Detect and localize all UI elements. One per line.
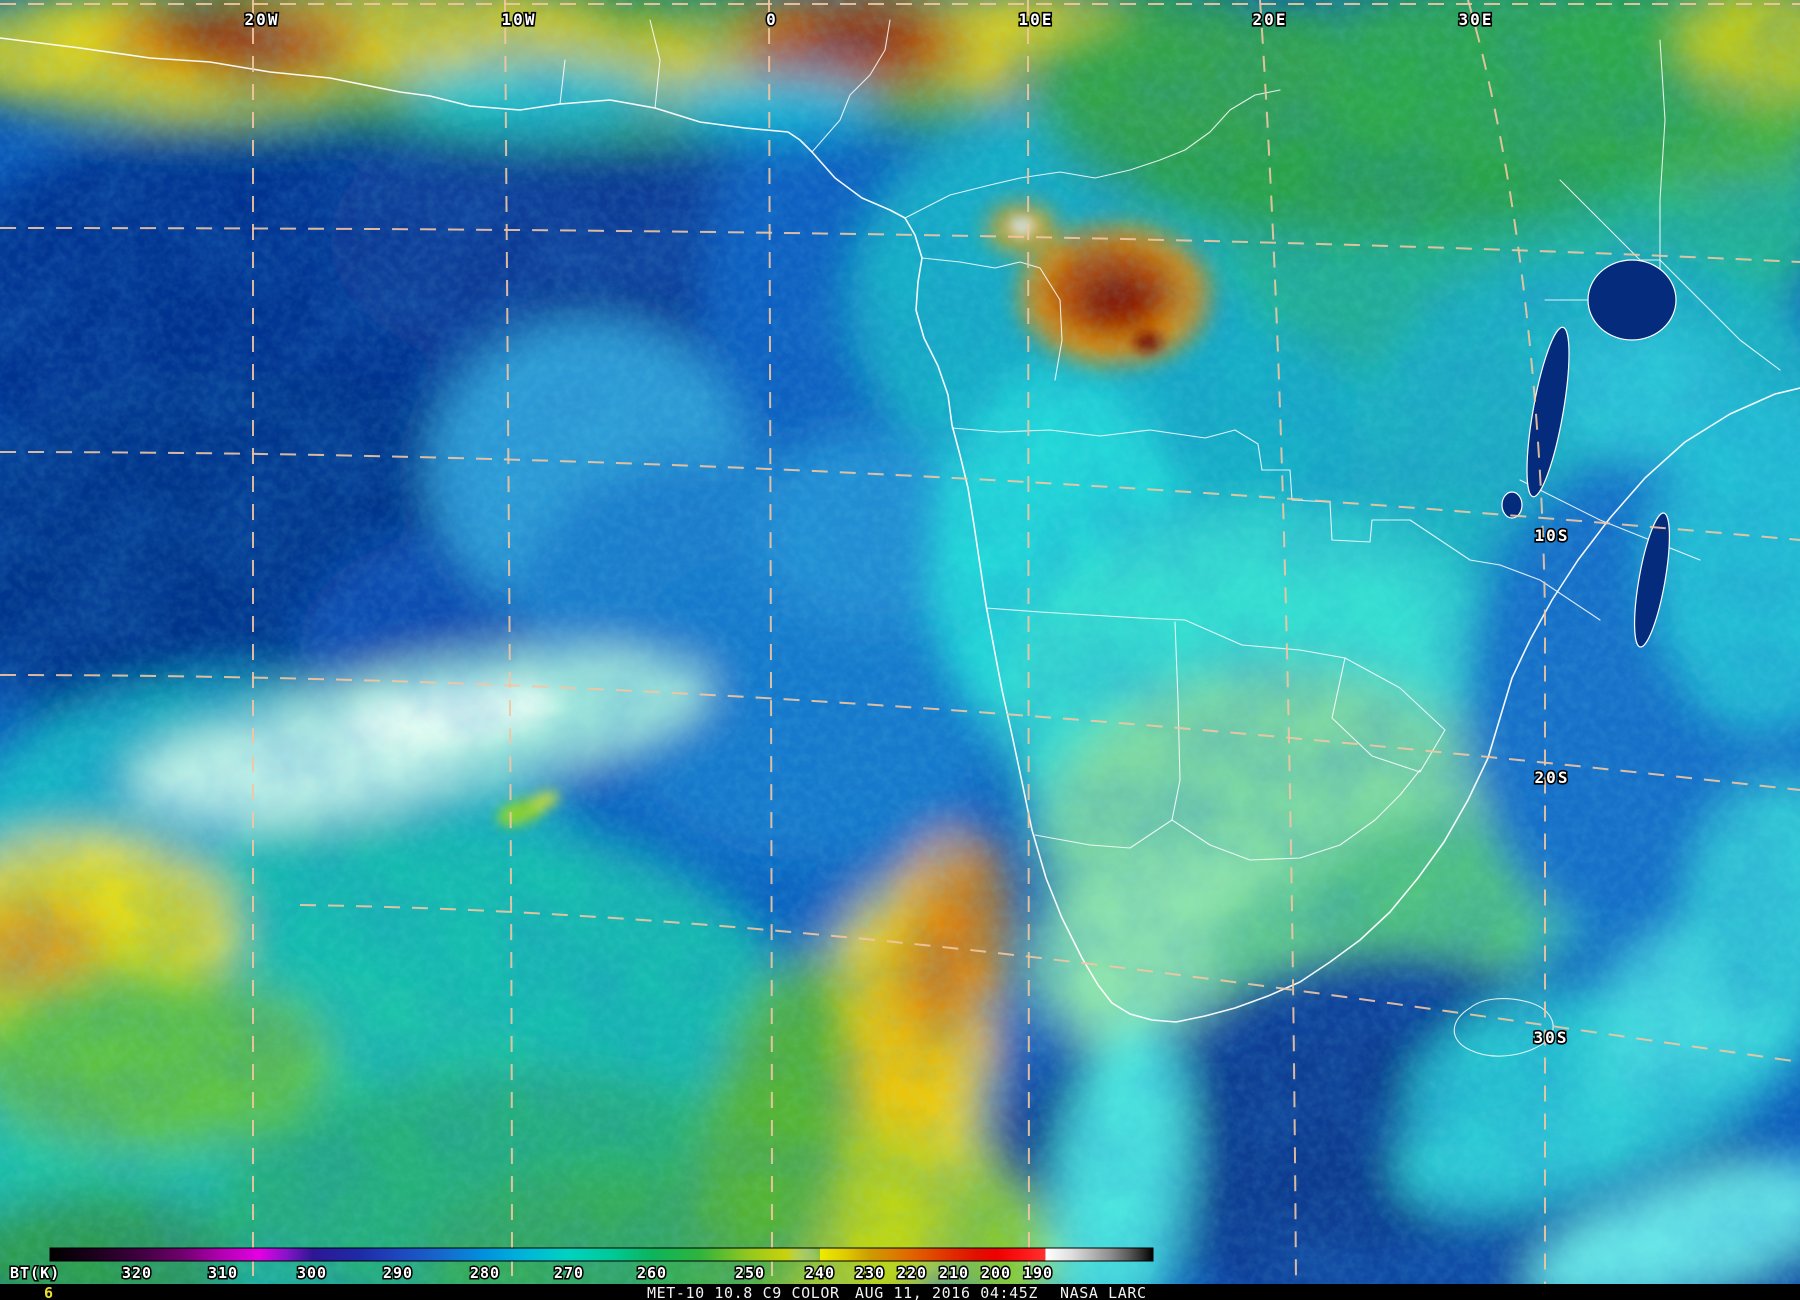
meridian-20e [1259, 0, 1297, 1284]
colorbar-tick-250: 250 [735, 1264, 765, 1282]
footer-bar: 6 MET-10 10.8 C9 COLOR AUG 11, 2016 04:4… [0, 1284, 1800, 1300]
colorbar-tick-280: 280 [470, 1264, 500, 1282]
credit-caption: NASA LARC [1060, 1284, 1147, 1300]
colorbar-tick-190: 190 [1023, 1264, 1053, 1282]
colorbar-tick-290: 290 [383, 1264, 413, 1282]
lake-victoria [1587, 259, 1677, 341]
meridian-10e [1027, 0, 1030, 1284]
colorbar: BT(K) 320 310 300 290 280 270 260 250 24… [9, 1247, 1154, 1284]
africa-coastline [0, 37, 1800, 1023]
footer-background [0, 1284, 1800, 1300]
parallel-10s [0, 451, 1800, 541]
meridian-30e [1467, 0, 1546, 1284]
colorbar-ticks: 320 310 300 290 280 270 260 250 240 230 … [120, 1263, 1053, 1284]
datetime-caption: AUG 11, 2016 04:45Z [855, 1284, 1038, 1300]
lat-label-20s: 20S [1535, 768, 1570, 787]
lakes [1501, 259, 1677, 648]
lat-label-30s: 30S [1534, 1028, 1569, 1047]
lon-label-30e: 30E [1459, 10, 1494, 29]
parallel-20s [0, 674, 1800, 791]
colorbar-title: BT(K) [10, 1264, 60, 1282]
lat-label-10s: 10S [1535, 526, 1570, 545]
colorbar-tick-300: 300 [297, 1264, 327, 1282]
lon-label-0: 0 [766, 10, 778, 29]
colorbar-tick-210: 210 [939, 1264, 969, 1282]
colorbar-tick-200: 200 [981, 1264, 1011, 1282]
grid-labels: 20W 10W 0 10E 20E 30E 10S 20S 30S [243, 8, 1570, 1048]
lake-tanganyika [1526, 326, 1570, 498]
frame-number: 6 [44, 1284, 53, 1300]
parallel-30s [299, 904, 1800, 1063]
colorbar-tick-230: 230 [855, 1264, 885, 1282]
lon-label-10e: 10E [1019, 10, 1054, 29]
colorbar-tick-310: 310 [208, 1264, 238, 1282]
meridian-10w [504, 0, 513, 1284]
colorbar-tick-320: 320 [122, 1264, 152, 1282]
colorbar-tick-240: 240 [805, 1264, 835, 1282]
lon-label-20e: 20E [1253, 10, 1288, 29]
lon-label-20w: 20W [245, 10, 280, 29]
parallel-0 [0, 227, 1800, 263]
product-caption: MET-10 10.8 C9 COLOR [647, 1284, 840, 1300]
colorbar-tick-260: 260 [637, 1264, 667, 1282]
lake-mweru [1501, 491, 1523, 519]
colorbar-gradient [49, 1247, 1154, 1262]
meridian-0 [768, 0, 773, 1284]
colorbar-tick-220: 220 [897, 1264, 927, 1282]
colorbar-tick-270: 270 [554, 1264, 584, 1282]
lake-malawi [1633, 512, 1671, 648]
lon-label-10w: 10W [502, 10, 537, 29]
country-borders [559, 19, 1781, 1057]
